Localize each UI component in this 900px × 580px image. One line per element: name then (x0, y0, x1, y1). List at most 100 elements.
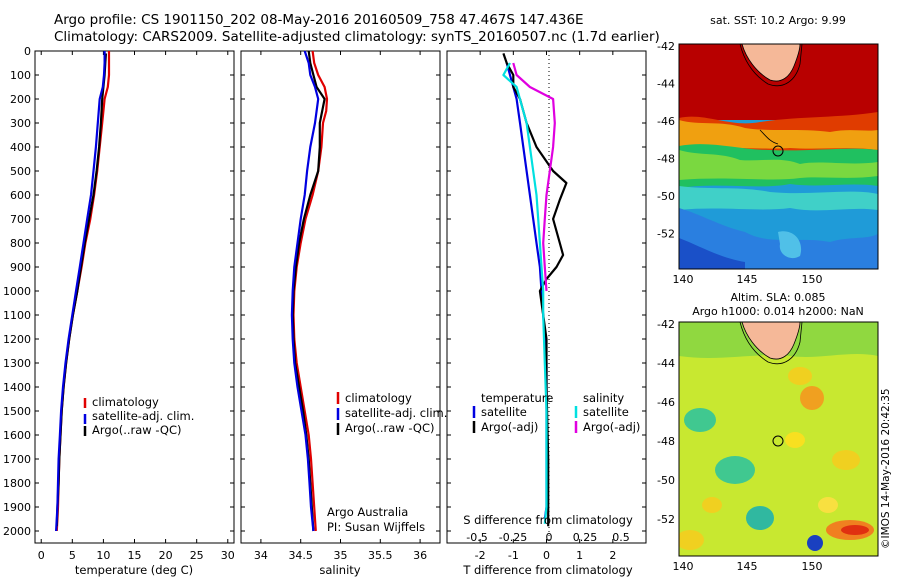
s-tick-label: 0 (546, 531, 553, 544)
legend-argo: Argo(..raw -QC) (92, 423, 182, 437)
temperature-xlabel: temperature (deg C) (75, 563, 193, 577)
sla-map-title-1: Altim. SLA: 0.085 (730, 291, 825, 304)
series-line-s-argo-adj- (512, 62, 556, 292)
argo-float-marker (772, 435, 784, 447)
map-y-tick-label: -42 (657, 40, 675, 53)
map-y-tick-label: -48 (657, 435, 675, 448)
y-tick-label: 300 (10, 117, 31, 130)
y-tick-label: 200 (10, 93, 31, 106)
map-x-tick-label: 150 (802, 560, 823, 573)
map-y-tick-label: -52 (657, 513, 675, 526)
legend-satellite: satellite-adj. clim. (92, 409, 194, 423)
legend-satellite: satellite-adj. clim. (345, 406, 447, 420)
y-tick-label: 1100 (3, 309, 31, 322)
map-y-tick-label: -44 (657, 78, 675, 91)
y-tick-label: 2000 (3, 525, 31, 538)
series-line-t-argo-adj- (502, 53, 568, 527)
series-line-satellite-adj-clim- (55, 51, 106, 532)
map-x-tick-label: 145 (737, 560, 758, 573)
map-y-tick-label: -46 (657, 396, 675, 409)
difference-legend: temperature satellite Argo(-adj) salinit… (472, 391, 640, 434)
salinity-legend: climatology satellite-adj. clim. Argo(..… (336, 391, 447, 435)
sst-map: sat. SST: 10.2 Argo: 9.99 -42 -44 -46 -48 -5… (657, 14, 879, 286)
x-tick-label: 0 (543, 549, 550, 562)
y-tick-label: 800 (10, 237, 31, 250)
x-tick-label: 2 (609, 549, 616, 562)
y-tick-label: 1800 (3, 477, 31, 490)
y-tick-label: 1200 (3, 333, 31, 346)
map-x-tick-label: 140 (673, 273, 694, 286)
annotation-pi: PI: Susan Wijffels (327, 520, 425, 534)
s-tick-label: -0.25 (499, 531, 527, 544)
map-x-tick-label: 140 (673, 560, 694, 573)
annotation-argo-australia: Argo Australia (327, 505, 408, 519)
legend-t-satellite: satellite (481, 405, 527, 419)
y-tick-label: 700 (10, 213, 31, 226)
x-tick-label: 1 (576, 549, 583, 562)
legend-argo: Argo(..raw -QC) (345, 421, 435, 435)
x-tick-label: 30 (221, 549, 235, 562)
difference-xlabel: T difference from climatology (462, 563, 633, 577)
sla-map-frame (678, 321, 879, 557)
x-tick-label: 34.5 (288, 549, 313, 562)
temperature-axes-frame (34, 50, 235, 544)
sst-map-frame (678, 43, 879, 270)
y-tick-label: 100 (10, 69, 31, 82)
map-y-tick-label: -50 (657, 190, 675, 203)
series-line-satellite-adj-clim- (290, 50, 320, 532)
imos-credit: ©IMOS 14-May-2016 20:42:35 (880, 388, 892, 549)
legend-climatology: climatology (345, 391, 412, 405)
x-tick-label: 15 (128, 549, 142, 562)
legend-temperature-title: temperature (481, 391, 553, 405)
argo-float-marker (772, 145, 784, 157)
series-line-climatology (292, 50, 329, 532)
s-tick-label: 0.5 (612, 531, 630, 544)
s-tick-label: -0.5 (466, 531, 487, 544)
x-tick-label: 5 (69, 549, 76, 562)
salinity-panel: 34 34.5 35 35.5 36 salinity climatology sate… (240, 50, 447, 577)
salinity-axes-frame (240, 50, 441, 544)
x-tick-label: 36 (413, 549, 427, 562)
x-tick-label: 0 (38, 549, 45, 562)
map-y-tick-label: -44 (657, 357, 675, 370)
y-tick-label: 400 (10, 141, 31, 154)
sst-map-title: sat. SST: 10.2 Argo: 9.99 (710, 14, 846, 27)
x-tick-label: 35.5 (368, 549, 393, 562)
y-tick-label: 600 (10, 189, 31, 202)
climatology-title: Climatology: CARS2009. Satellite-adjuste… (54, 29, 660, 45)
x-tick-label: 10 (96, 549, 110, 562)
profile-title: Argo profile: CS 1901150_202 08-May-2016… (54, 12, 584, 28)
map-y-tick-label: -46 (657, 115, 675, 128)
legend-t-argo: Argo(-adj) (481, 420, 538, 434)
legend-salinity-title: salinity (583, 391, 624, 405)
y-tick-label: 1700 (3, 453, 31, 466)
x-tick-label: 34 (254, 549, 268, 562)
y-tick-label: 1300 (3, 357, 31, 370)
map-y-tick-label: -52 (657, 228, 675, 241)
y-tick-label: 1400 (3, 381, 31, 394)
sla-map-title-2: Argo h1000: 0.014 h2000: NaN (692, 305, 864, 318)
map-y-tick-label: -42 (657, 318, 675, 331)
sla-map: Altim. SLA: 0.085 Argo h1000: 0.014 h200… (657, 291, 879, 573)
difference-panel: -2 -1 0 1 2 -0.5 -0.25 0 0.25 0.5 T difference f… (446, 50, 647, 577)
y-tick-label: 0 (24, 45, 31, 58)
y-tick-label: 1600 (3, 429, 31, 442)
s-difference-label: S difference from climatology (463, 513, 633, 527)
y-tick-label: 1000 (3, 285, 31, 298)
series-line-s-satellite (502, 62, 548, 524)
temperature-legend: climatology satellite-adj. clim. Argo(..… (83, 395, 194, 437)
map-y-tick-label: -50 (657, 474, 675, 487)
map-x-tick-label: 150 (802, 273, 823, 286)
map-y-tick-label: -48 (657, 153, 675, 166)
map-x-tick-label: 145 (737, 273, 758, 286)
salinity-xlabel: salinity (319, 563, 360, 577)
legend-s-argo: Argo(-adj) (583, 420, 640, 434)
y-tick-label: 1500 (3, 405, 31, 418)
temperature-panel: 0100200300400500600700800900100011001200… (3, 45, 235, 577)
x-tick-label: 20 (159, 549, 173, 562)
s-tick-label: 0.25 (573, 531, 598, 544)
y-tick-label: 1900 (3, 501, 31, 514)
y-tick-label: 500 (10, 165, 31, 178)
y-tick-label: 900 (10, 261, 31, 274)
